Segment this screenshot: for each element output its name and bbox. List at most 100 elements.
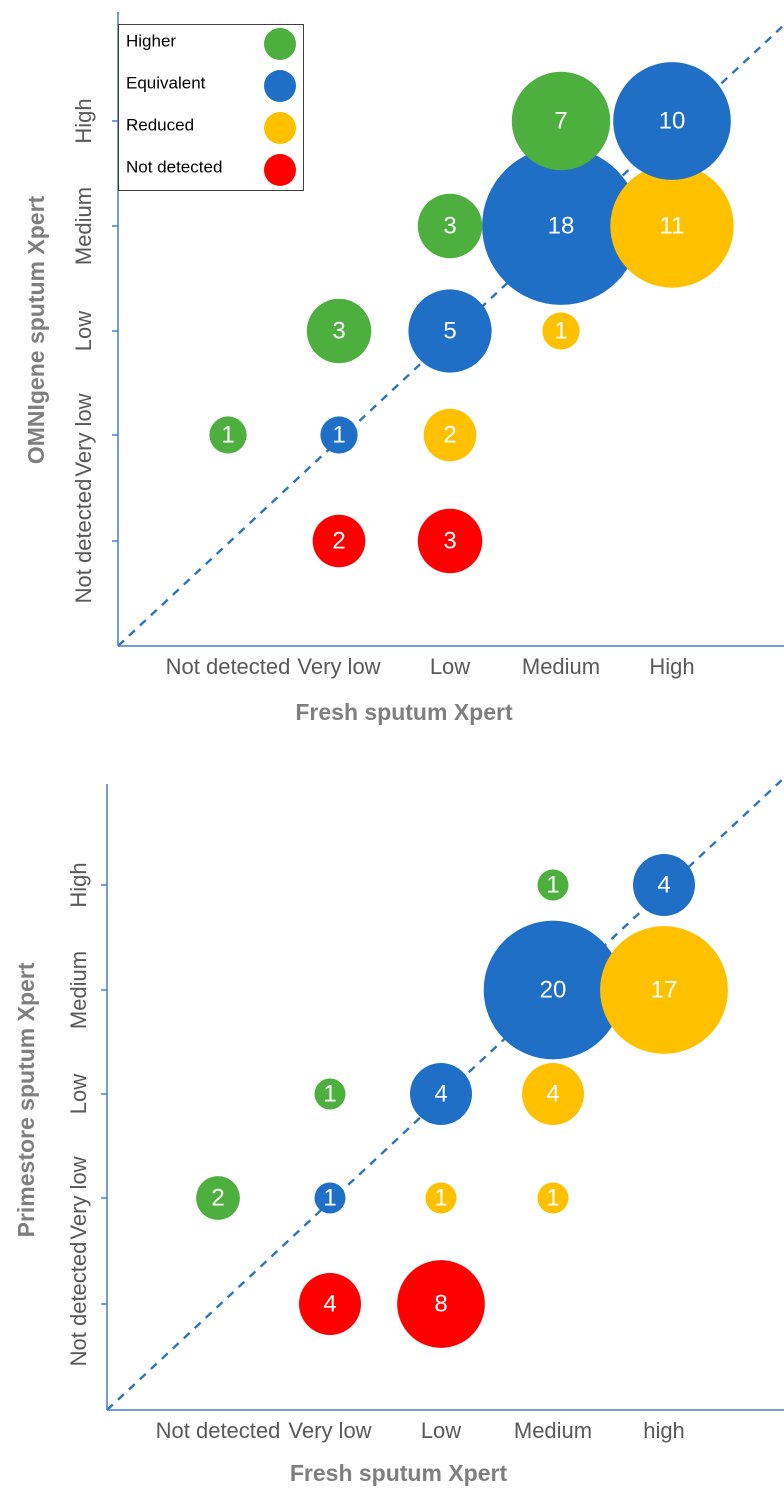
legend-item-label: Not detected: [126, 157, 222, 176]
bubble-point: 1: [314, 1078, 346, 1110]
y-tick-label: Not detected: [66, 1242, 91, 1367]
legend-swatch: [264, 28, 296, 60]
bubble-circle: [410, 1063, 472, 1125]
bubble-circle: [482, 147, 640, 305]
bubble-value-label: 18: [548, 212, 575, 239]
legend-item-label: Higher: [126, 31, 176, 50]
bubble-circle: [600, 926, 728, 1054]
legend-swatch: [264, 154, 296, 186]
bubble-value-label: 3: [443, 527, 456, 554]
bubble-circle: [542, 312, 580, 350]
y-tick-label: High: [66, 862, 91, 907]
bubble-value-label: 1: [434, 1184, 447, 1211]
bubble-value-label: 17: [651, 976, 678, 1003]
bubble-circle: [425, 1182, 457, 1214]
y-tick-label: Low: [71, 311, 96, 351]
bubble-value-label: 1: [554, 317, 567, 344]
bubble-circle: [408, 289, 492, 373]
legend-item: Higher: [126, 28, 296, 60]
bubble-point: 4: [410, 1063, 472, 1125]
bubble-point: 8: [397, 1260, 485, 1348]
bubble-circle: [613, 62, 731, 180]
y-tick-label: Low: [66, 1074, 91, 1114]
bubble-point: 1: [537, 869, 569, 901]
bubble-circle: [423, 408, 477, 462]
bubble-value-label: 4: [323, 1290, 336, 1317]
bubble-point: 2: [312, 514, 366, 568]
legend-swatch: [264, 70, 296, 102]
bubble-circle: [196, 1176, 240, 1220]
x-tick-label: Medium: [522, 654, 600, 679]
bubble-value-label: 1: [332, 421, 345, 448]
bubble-circle: [320, 416, 358, 454]
bubble-point: 1: [537, 1182, 569, 1214]
bubble-value-label: 1: [546, 1184, 559, 1211]
bubble-circle: [511, 71, 611, 171]
bubble-point: 3: [417, 508, 483, 574]
bubble-point: 1: [209, 416, 247, 454]
x-tick-label: High: [649, 654, 694, 679]
y-tick-label: Not detected: [71, 479, 96, 604]
bubble-value-label: 2: [332, 527, 345, 554]
legend-item: Reduced: [126, 112, 296, 144]
bubble-circle: [209, 416, 247, 454]
x-axis-title: Fresh sputum Xpert: [295, 699, 513, 725]
bubble-value-label: 5: [443, 317, 456, 344]
y-tick-label: High: [71, 98, 96, 143]
y-tick-label: Medium: [71, 187, 96, 265]
bubble-circle: [314, 1182, 346, 1214]
bubble-value-label: 7: [554, 107, 567, 134]
bubble-circle: [299, 1273, 361, 1335]
y-axis-title: OMNIgene sputum Xpert: [23, 195, 49, 464]
y-tick-label: Very low: [71, 393, 96, 476]
x-tick-label: Not detected: [166, 654, 291, 679]
bubble-value-label: 4: [546, 1080, 559, 1107]
bubble-point: 5: [408, 289, 492, 373]
bubble-circle: [537, 1182, 569, 1214]
bubble-value-label: 3: [332, 317, 345, 344]
bubble-value-label: 1: [546, 871, 559, 898]
bubble-point: 2: [196, 1176, 240, 1220]
bubble-point: 4: [633, 854, 695, 916]
bubble-value-label: 11: [660, 212, 685, 239]
bubble-point: 20: [483, 920, 623, 1060]
bubble-point: 3: [306, 298, 372, 364]
bubble-circle: [483, 920, 623, 1060]
x-axis-title: Fresh sputum Xpert: [290, 1460, 508, 1486]
bubble-point: 1: [314, 1182, 346, 1214]
bubble-circle: [633, 854, 695, 916]
x-tick-label: high: [643, 1418, 685, 1443]
x-tick-label: Very low: [288, 1418, 371, 1443]
bubble-point: 1: [542, 312, 580, 350]
bubble-point: 4: [522, 1063, 584, 1125]
legend-swatch: [264, 112, 296, 144]
bubble-point: 4: [299, 1273, 361, 1335]
legend: Higher Equivalent Reduced Not detected: [118, 24, 304, 191]
chart-2: Not detected Very low Low Medium high Not det…: [13, 777, 784, 1486]
bubble-value-label: 8: [434, 1290, 447, 1317]
bubble-point: 17: [600, 926, 728, 1054]
bubble-circle: [397, 1260, 485, 1348]
y-tick-label: Very low: [66, 1156, 91, 1239]
bubble-value-label: 4: [434, 1080, 447, 1107]
bubble-circle: [537, 869, 569, 901]
bubble-value-label: 3: [443, 212, 456, 239]
y-axis-title: Primestore sputum Xpert: [13, 962, 39, 1237]
bubble-point: 11: [610, 164, 734, 288]
bubble-point: 10: [613, 62, 731, 180]
bubble-circle: [417, 193, 483, 259]
bubble-point: 1: [320, 416, 358, 454]
bubble-value-label: 1: [323, 1184, 336, 1211]
legend-item-label: Equivalent: [126, 73, 206, 92]
chart-1: Not detected Very low Low Medium High Not det…: [23, 12, 784, 725]
bubble-circle: [610, 164, 734, 288]
bubble-value-label: 1: [221, 421, 234, 448]
bubble-point: 7: [511, 71, 611, 171]
bubble-value-label: 4: [657, 871, 670, 898]
legend-item: Not detected: [126, 154, 296, 186]
bubble-value-label: 1: [323, 1080, 336, 1107]
bubble-value-label: 2: [211, 1184, 224, 1211]
bubble-circle: [417, 508, 483, 574]
bubble-point: 2: [423, 408, 477, 462]
